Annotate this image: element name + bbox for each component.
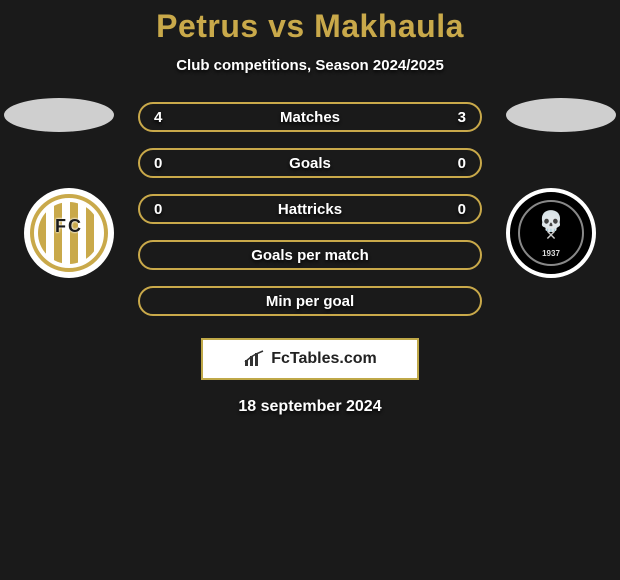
- date-label: 18 september 2024: [0, 398, 620, 416]
- player-head-left: [4, 98, 114, 132]
- stat-label: Goals: [140, 155, 480, 172]
- stat-right-value: 0: [458, 201, 466, 218]
- content-area: FC 💀 ✕ 1937 4 Matches 3 0 Goals 0 0 Hatt: [0, 102, 620, 416]
- badge-left-text: FC: [24, 216, 114, 237]
- stat-label: Matches: [140, 109, 480, 126]
- stat-row-goals-per-match: Goals per match: [138, 240, 482, 270]
- stat-label: Goals per match: [140, 247, 480, 264]
- player-head-right: [506, 98, 616, 132]
- chart-icon: [243, 350, 265, 368]
- badge-right-inner: 💀 ✕ 1937: [518, 200, 584, 266]
- subtitle: Club competitions, Season 2024/2025: [0, 57, 620, 74]
- stat-row-goals: 0 Goals 0: [138, 148, 482, 178]
- comparison-card: Petrus vs Makhaula Club competitions, Se…: [0, 0, 620, 416]
- stats-bars: 4 Matches 3 0 Goals 0 0 Hattricks 0 Goal…: [138, 102, 482, 316]
- stat-label: Min per goal: [140, 293, 480, 310]
- watermark-badge: FcTables.com: [201, 338, 419, 380]
- stat-left-value: 4: [154, 109, 162, 126]
- page-title: Petrus vs Makhaula: [0, 8, 620, 45]
- club-badge-right: 💀 ✕ 1937: [506, 188, 596, 278]
- stat-label: Hattricks: [140, 201, 480, 218]
- crossbones-icon: ✕: [545, 228, 557, 242]
- badge-right-year: 1937: [520, 249, 582, 258]
- stat-row-hattricks: 0 Hattricks 0: [138, 194, 482, 224]
- club-badge-left: FC: [24, 188, 114, 278]
- stat-row-matches: 4 Matches 3: [138, 102, 482, 132]
- stat-row-min-per-goal: Min per goal: [138, 286, 482, 316]
- stat-right-value: 0: [458, 155, 466, 172]
- watermark-text: FcTables.com: [271, 350, 377, 368]
- stat-left-value: 0: [154, 155, 162, 172]
- stat-right-value: 3: [458, 109, 466, 126]
- stat-left-value: 0: [154, 201, 162, 218]
